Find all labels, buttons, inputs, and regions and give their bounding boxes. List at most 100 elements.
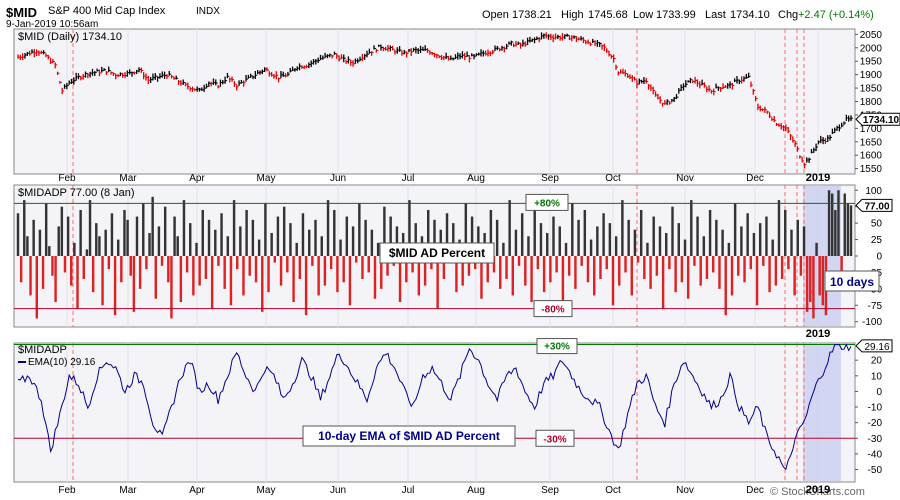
adp-bar — [580, 256, 583, 266]
adp-bar — [555, 256, 558, 273]
adp-bar — [499, 256, 502, 289]
adp-bar — [652, 216, 655, 256]
adp-bar — [605, 256, 608, 270]
adp-bar — [226, 236, 230, 256]
adp-bar — [727, 242, 731, 256]
header-high-value: 1745.68 — [588, 9, 628, 21]
x-tick-label: Feb — [58, 173, 76, 184]
adp-bar — [167, 256, 170, 283]
y-tick-label: -20 — [868, 418, 883, 429]
days-box — [824, 270, 880, 292]
adp-bar — [380, 256, 383, 289]
adp-bar — [843, 193, 846, 256]
adp-bar — [743, 256, 746, 283]
adp-bar — [427, 209, 430, 256]
adp-bar — [342, 256, 345, 283]
adp-bar — [768, 256, 771, 293]
adp-bar — [417, 256, 421, 296]
adp-bar — [586, 256, 590, 283]
adp-bar — [445, 213, 449, 256]
adp-bar — [571, 203, 574, 256]
annotation-text: 10-day EMA of $MID AD Percent — [318, 429, 500, 443]
panel-title: $MIDADP — [18, 344, 67, 356]
adp-bar — [461, 256, 464, 286]
x-tick-label: 2019 — [806, 172, 830, 184]
panel-frame — [13, 342, 856, 483]
adp-bar — [505, 256, 508, 280]
adp-bar — [348, 256, 352, 306]
header-chg-value: +2.47 (+0.14%) — [798, 9, 874, 21]
adp-bar — [546, 232, 549, 256]
adp-bar — [740, 226, 743, 256]
adp-bar — [796, 219, 799, 256]
adp-bar — [73, 242, 76, 256]
x-tick-label: Dec — [746, 485, 764, 496]
adp-bar — [777, 200, 781, 256]
header-chg-label: Chg — [778, 9, 798, 21]
adp-bar — [470, 216, 474, 256]
y-tick-label: 10 — [871, 371, 883, 382]
y-tick-label: 1850 — [860, 84, 883, 95]
adp-bar — [51, 256, 54, 276]
adp-bar — [120, 256, 123, 283]
adp-bar — [286, 256, 289, 273]
adp-bar — [846, 203, 850, 256]
adp-bar — [577, 219, 580, 256]
adp-bar — [668, 256, 671, 270]
adp-bar — [539, 223, 543, 256]
adp-bar — [57, 226, 60, 256]
adp-bar — [683, 239, 687, 256]
adp-bar — [715, 219, 718, 256]
adp-bar — [492, 256, 496, 273]
y-tick-label: 0 — [876, 252, 882, 263]
adp-bar — [514, 229, 518, 256]
upper-label-box — [525, 193, 569, 211]
adp-bar — [282, 206, 286, 256]
adp-bar — [373, 256, 377, 299]
adp-bar — [239, 226, 242, 256]
adp-bar — [567, 256, 571, 276]
x-tick-label: Jul — [402, 173, 415, 184]
ema-line — [17, 343, 852, 471]
x-tick-label: Oct — [605, 173, 621, 184]
adp-bar — [549, 256, 552, 283]
x-tick-label: 2019 — [806, 328, 830, 340]
adp-bar — [358, 203, 361, 256]
adp-bar — [762, 256, 765, 266]
adp-bar — [345, 216, 349, 256]
adp-bar — [242, 256, 245, 296]
adp-bar — [693, 256, 696, 266]
adp-bar — [480, 256, 483, 299]
adp-bar — [179, 256, 183, 303]
adp-bar — [414, 223, 417, 256]
adp-bar — [376, 242, 380, 256]
panel-1: 1550160016501700175018001850190019502000… — [13, 28, 900, 184]
adp-bar — [207, 219, 211, 256]
adp-bar — [827, 190, 831, 256]
adp-bar — [524, 256, 527, 286]
adp-bar — [805, 256, 809, 312]
x-tick-label: Jun — [330, 173, 346, 184]
adp-bar — [333, 209, 336, 256]
adp-bar — [273, 256, 277, 263]
adp-bar — [711, 256, 715, 273]
adp-bar — [317, 256, 320, 296]
adp-bar — [154, 256, 158, 299]
adp-bar — [370, 229, 374, 256]
upper-label-box — [536, 338, 578, 355]
adp-bar — [367, 256, 370, 273]
header-low-label: Low — [633, 9, 653, 21]
adp-bar — [755, 256, 759, 306]
last-value-box — [855, 198, 893, 212]
adp-bar — [630, 256, 634, 296]
adp-bar — [489, 209, 493, 256]
adp-bar — [542, 256, 546, 293]
adp-bar — [270, 232, 273, 256]
x-tick-label: Sep — [541, 485, 559, 496]
last-value-box — [855, 339, 893, 353]
adp-bar — [386, 256, 389, 276]
annotation-box — [379, 242, 495, 264]
panel-title: $MIDADP 77.00 (8 Jan) — [18, 187, 135, 199]
adp-bar — [251, 219, 255, 256]
